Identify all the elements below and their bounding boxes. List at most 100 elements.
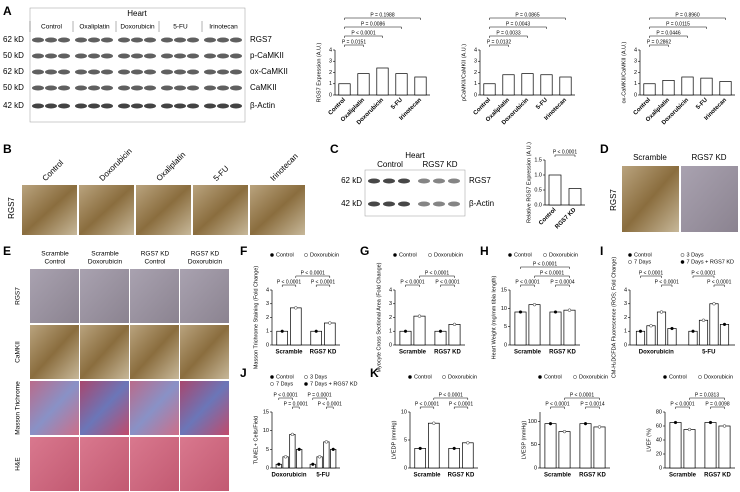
- micrograph: [30, 381, 79, 435]
- bar-dot: [567, 308, 572, 312]
- column-label: 5-FU: [212, 164, 231, 183]
- p-value: P < 0.0001: [533, 261, 557, 267]
- micrograph: [136, 185, 191, 235]
- legend-label: 7 Days + RGS7 KD: [310, 381, 358, 387]
- band: [58, 85, 70, 91]
- band: [58, 53, 70, 59]
- y-tick-label: 2: [389, 315, 392, 321]
- bar: [428, 422, 440, 469]
- panel-letter: K: [370, 366, 379, 380]
- band: [217, 85, 229, 91]
- bar-dot: [673, 420, 678, 425]
- p-value: P < 0.0001: [425, 270, 449, 276]
- legend-label: 7 Days: [634, 259, 651, 265]
- bar-dot: [284, 455, 288, 459]
- y-axis-label: Heart Weight (mg/mm tibia length): [491, 276, 497, 360]
- bar-dot: [432, 421, 436, 425]
- bar: [698, 319, 709, 346]
- band: [75, 69, 87, 75]
- y-tick-label: 50: [531, 442, 537, 448]
- size-label: 62 kD: [3, 35, 24, 44]
- p-value: P < 0.0001: [570, 392, 594, 398]
- size-label: 42 kD: [3, 101, 24, 110]
- y-tick-label: 0: [474, 92, 477, 98]
- band: [144, 53, 156, 59]
- x-tick-label: Doxorubicin: [271, 473, 306, 479]
- blot-title: Heart: [405, 151, 425, 160]
- legend-label: Control: [634, 252, 652, 258]
- significance-bracket: [281, 284, 297, 287]
- bar-dot: [452, 322, 457, 326]
- row-label: H&E: [15, 457, 22, 471]
- legend-label: Control: [276, 252, 294, 258]
- p-value: P < 0.0001: [277, 279, 301, 285]
- significance-bracket: [405, 284, 420, 287]
- legend-label: Doxorubicin: [579, 374, 608, 380]
- band: [161, 37, 173, 43]
- bar-dot: [701, 318, 706, 322]
- band: [45, 103, 57, 109]
- band: [433, 178, 445, 184]
- bar: [681, 76, 694, 96]
- y-tick-label: 3: [474, 59, 477, 65]
- y-tick-label: 2: [634, 70, 637, 76]
- band: [187, 69, 199, 75]
- y-tick-label: 4: [474, 47, 477, 53]
- band: [75, 53, 87, 59]
- legend-label: 3 Days: [687, 252, 704, 258]
- band: [217, 37, 229, 43]
- column-label: RGS7 KD: [691, 153, 726, 162]
- row-label: RGS7: [15, 287, 22, 305]
- legend-marker: [508, 253, 512, 257]
- bar-dot: [532, 303, 537, 307]
- legend-marker: [680, 253, 685, 257]
- y-tick-label: 1.5: [534, 157, 542, 163]
- band: [448, 201, 460, 207]
- band: [118, 37, 130, 43]
- bar-dot: [452, 446, 456, 450]
- p-value: P = 0.0865: [515, 12, 539, 18]
- bar: [563, 309, 576, 346]
- significance-bracket: [649, 35, 688, 38]
- x-tick-label: Scramble: [413, 473, 441, 479]
- x-tick-label: Scramble: [544, 473, 572, 479]
- legend-label: Control: [669, 374, 687, 380]
- p-value: P < 0.0001: [415, 401, 439, 407]
- size-label: 62 kD: [341, 176, 362, 185]
- legend-label: 7 Days + RGS7 KD: [687, 259, 735, 265]
- y-tick-label: 5: [404, 437, 407, 443]
- p-value: P = 0.0115: [666, 21, 690, 27]
- band-label: CaMKII: [250, 83, 277, 92]
- bar: [704, 422, 717, 469]
- y-tick-label: 4: [329, 47, 332, 53]
- y-tick-label: 0: [329, 92, 332, 98]
- bar-dot: [403, 329, 408, 333]
- blot-frame: [364, 169, 466, 217]
- legend-label: 3 Days: [310, 374, 327, 380]
- bar-dot: [290, 432, 294, 436]
- legend-label: Control: [276, 374, 294, 380]
- bar: [276, 330, 288, 346]
- p-value: P < 0.0001: [670, 401, 694, 407]
- band: [418, 201, 430, 207]
- y-tick-label: 1.0: [534, 172, 542, 178]
- p-value: P < 0.0001: [553, 149, 577, 155]
- micrograph: [130, 437, 179, 491]
- x-tick-label: 5-FU: [702, 350, 715, 356]
- band: [398, 178, 410, 184]
- significance-bracket: [278, 397, 293, 400]
- band: [217, 53, 229, 59]
- band: [398, 201, 410, 207]
- legend-marker: [304, 375, 308, 379]
- column-label: Irinotecan: [269, 152, 300, 183]
- bar-dot: [466, 441, 470, 445]
- x-tick-label: 5-FU: [390, 97, 404, 111]
- bar-dot: [280, 329, 284, 333]
- bar: [656, 311, 667, 346]
- bar-dot: [314, 329, 318, 333]
- bar-dot: [417, 314, 422, 318]
- p-value: P < 0.0001: [639, 270, 663, 276]
- size-label: 50 kD: [3, 51, 24, 60]
- band: [161, 53, 173, 59]
- y-axis-label: Myocyte Cross Sectional Area (Fold Chang…: [376, 262, 382, 372]
